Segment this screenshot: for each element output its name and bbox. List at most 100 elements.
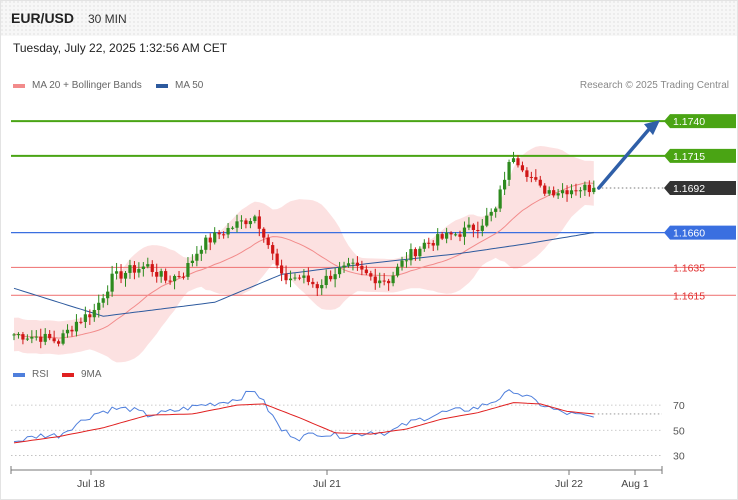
ma9-swatch	[62, 372, 74, 377]
candle	[61, 333, 65, 344]
candle	[413, 249, 417, 257]
candle	[543, 185, 547, 194]
level-tag-1.1660	[664, 225, 736, 240]
candle	[92, 309, 96, 318]
candle	[34, 336, 38, 338]
candle	[222, 234, 226, 236]
candle	[25, 338, 29, 340]
candle	[52, 338, 56, 342]
candle	[516, 158, 520, 166]
candle	[43, 333, 47, 342]
candle	[507, 162, 511, 180]
candle	[186, 262, 190, 277]
candle	[204, 237, 208, 250]
candle	[150, 264, 154, 272]
timeframe-label: 30 MIN	[88, 12, 127, 26]
candle	[190, 260, 194, 263]
candle	[337, 267, 342, 275]
candle	[453, 234, 458, 236]
candle	[560, 190, 565, 194]
candle	[230, 227, 235, 229]
candle	[132, 265, 137, 273]
candle	[110, 273, 114, 292]
header-band	[0, 0, 738, 36]
candle	[257, 216, 261, 229]
candle	[578, 190, 583, 192]
legend-rsi-label: RSI	[32, 369, 49, 380]
candle	[311, 281, 315, 285]
ma20-swatch	[13, 83, 25, 88]
candle	[288, 278, 293, 281]
candle	[329, 275, 333, 280]
level-label-1.1692: 1.1692	[673, 183, 705, 195]
candle	[306, 275, 310, 282]
candle	[16, 334, 21, 336]
candle	[440, 234, 444, 239]
candle	[525, 170, 529, 177]
candle	[213, 232, 217, 243]
legend-9ma: 9MA	[62, 369, 102, 380]
ma50-swatch	[156, 83, 168, 88]
candle	[395, 266, 400, 276]
candle	[565, 190, 569, 195]
candle	[137, 269, 141, 273]
level-tag-1.1715	[664, 148, 736, 163]
candle	[369, 273, 373, 277]
candle	[177, 275, 181, 277]
candle	[65, 329, 70, 334]
candle	[556, 193, 560, 196]
candle	[164, 271, 168, 281]
candle	[391, 275, 395, 284]
candle	[302, 275, 306, 278]
candle	[587, 184, 591, 193]
level-label-1.1715: 1.1715	[673, 151, 705, 163]
candle	[355, 262, 360, 266]
level-label-1.1740: 1.1740	[673, 116, 705, 128]
candle	[534, 177, 538, 180]
candle	[119, 271, 123, 279]
rsi-tick-label: 30	[673, 450, 685, 462]
candle	[70, 329, 74, 332]
rsi-tick-label: 70	[673, 400, 685, 412]
candle	[360, 265, 364, 270]
legend-rsi: RSI	[13, 369, 49, 380]
candle	[529, 176, 533, 178]
candle	[114, 271, 119, 274]
candle	[248, 221, 252, 225]
candle	[569, 190, 574, 195]
candle	[364, 269, 368, 274]
candle	[123, 272, 128, 279]
candle	[409, 249, 413, 261]
candle	[239, 220, 244, 222]
candle	[88, 314, 92, 318]
candle	[262, 228, 266, 238]
candle	[172, 275, 177, 282]
candle	[266, 237, 270, 246]
legend-ma20: MA 20 + Bollinger Bands	[13, 80, 142, 91]
candle	[21, 334, 25, 340]
candle	[159, 271, 163, 277]
candle	[275, 253, 279, 266]
candle	[503, 179, 507, 190]
candle	[195, 253, 199, 261]
forecast-arrow-head	[644, 120, 660, 136]
candle	[400, 260, 404, 267]
candle	[404, 260, 409, 262]
candle	[436, 234, 440, 246]
candle	[547, 190, 551, 194]
candle	[74, 321, 79, 332]
candle	[574, 190, 578, 192]
candle	[79, 321, 83, 323]
candle	[373, 276, 377, 284]
candle	[48, 333, 52, 339]
candle	[199, 249, 203, 254]
rsi-9ma-line	[13, 402, 594, 444]
candle	[351, 262, 355, 264]
candle	[315, 284, 319, 289]
candle	[480, 225, 484, 231]
candle	[208, 237, 212, 243]
candle	[128, 265, 132, 273]
candle	[244, 220, 248, 225]
candle	[324, 275, 328, 286]
candle	[552, 190, 556, 196]
